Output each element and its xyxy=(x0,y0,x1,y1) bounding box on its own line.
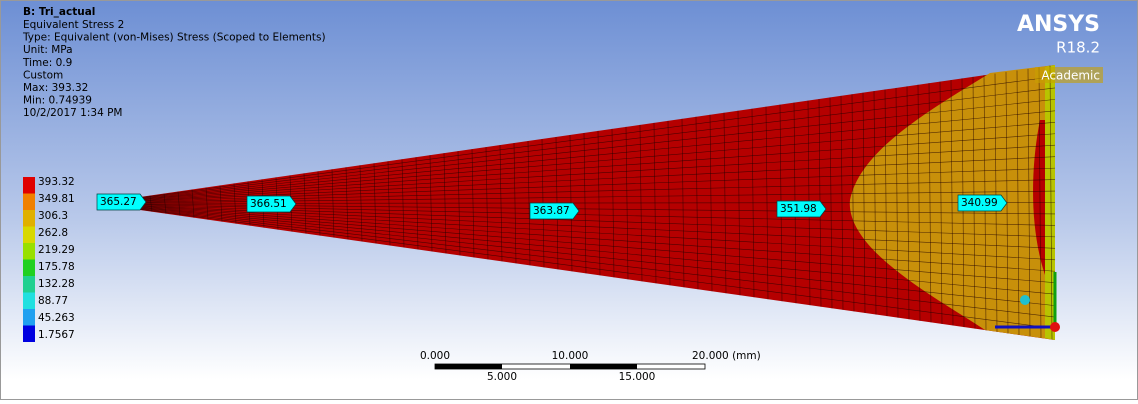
scale-label: 10.000 xyxy=(552,350,589,362)
legend-label: 132.28 xyxy=(38,278,75,290)
probe-label: 340.99 xyxy=(961,197,998,209)
legend-swatch xyxy=(23,194,35,211)
legend-swatch xyxy=(23,293,35,310)
header-title: B: Tri_actual xyxy=(23,6,95,18)
legend-label: 306.3 xyxy=(38,210,68,222)
header-line: Time: 0.9 xyxy=(22,57,72,69)
viewport: B: Tri_actualEquivalent Stress 2Type: Eq… xyxy=(0,0,1138,400)
legend-label: 393.32 xyxy=(38,176,75,188)
probe-label: 365.27 xyxy=(100,196,137,208)
scale-label: 20.000 (mm) xyxy=(692,350,761,362)
legend-swatch xyxy=(23,227,35,244)
logo-edition: Academic xyxy=(1041,69,1100,83)
probe-label: 363.87 xyxy=(533,205,570,217)
probe-label: 351.98 xyxy=(780,203,817,215)
legend-swatch xyxy=(23,276,35,293)
page: B: Tri_actualEquivalent Stress 2Type: Eq… xyxy=(0,0,1138,404)
scale-label: 5.000 xyxy=(487,371,517,383)
legend-label: 175.78 xyxy=(38,261,75,273)
legend-label: 262.8 xyxy=(38,227,68,239)
logo-name: ANSYS xyxy=(1017,12,1100,37)
scale-label: 15.000 xyxy=(619,371,656,383)
probe-label: 366.51 xyxy=(250,198,287,210)
header-line: Max: 393.32 xyxy=(23,82,88,94)
header-line: Unit: MPa xyxy=(23,44,73,56)
header-line: Equivalent Stress 2 xyxy=(23,19,124,31)
legend-swatch xyxy=(23,243,35,260)
legend-swatch xyxy=(23,210,35,227)
header-line: Type: Equivalent (von-Mises) Stress (Sco… xyxy=(22,32,326,44)
legend-swatch xyxy=(23,326,35,343)
legend-label: 219.29 xyxy=(38,244,75,256)
header-line: Custom xyxy=(23,69,63,81)
legend-label: 1.7567 xyxy=(38,329,75,341)
legend-label: 88.77 xyxy=(38,295,68,307)
scale-label: 0.000 xyxy=(420,350,450,362)
legend-swatch xyxy=(23,260,35,277)
header-line: 10/2/2017 1:34 PM xyxy=(23,107,122,119)
legend-label: 349.81 xyxy=(38,193,75,205)
legend-swatch xyxy=(23,309,35,326)
header-line: Min: 0.74939 xyxy=(23,95,92,107)
legend-label: 45.263 xyxy=(38,312,75,324)
legend-swatch xyxy=(23,177,35,194)
logo-version: R18.2 xyxy=(1056,39,1100,57)
